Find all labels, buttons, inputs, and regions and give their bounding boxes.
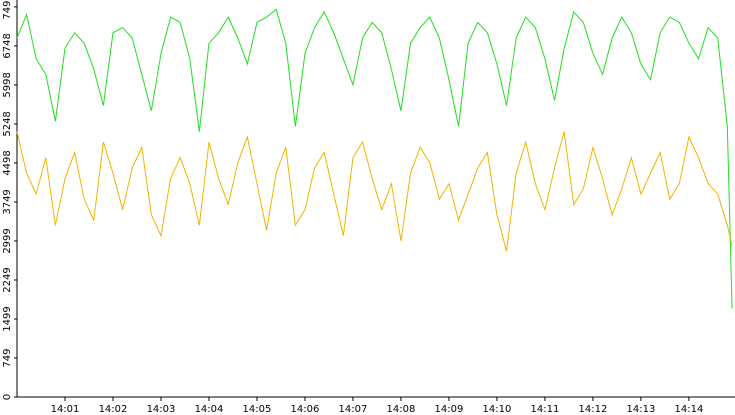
x-tick-label: 14:04 — [195, 404, 224, 415]
series-line — [16, 131, 733, 252]
y-tick-label: 5248 — [2, 111, 13, 136]
y-tick-label: 6748 — [2, 33, 13, 58]
y-tick-label: 1499 — [2, 306, 13, 331]
x-tick-label: 14:10 — [483, 404, 512, 415]
y-tick-label: 2999 — [2, 228, 13, 253]
x-tick-label: 14:01 — [51, 404, 80, 415]
y-tick-label: 0 — [2, 394, 13, 400]
y-tick-label: 2249 — [2, 267, 13, 292]
y-tick-label: 5998 — [2, 72, 13, 97]
y-tick-label: 749 — [2, 348, 13, 367]
y-tick-label: 4498 — [2, 150, 13, 175]
x-tick-label: 14:12 — [579, 404, 608, 415]
x-tick-label: 14:13 — [627, 404, 656, 415]
x-tick-label: 14:02 — [99, 404, 128, 415]
x-tick-label: 14:07 — [339, 404, 368, 415]
x-tick-label: 14:06 — [291, 404, 320, 415]
x-tick-label: 14:14 — [675, 404, 704, 415]
x-tick-label: 14:11 — [531, 404, 560, 415]
x-tick-label: 14:09 — [435, 404, 464, 415]
y-tick-label: 3749 — [2, 189, 13, 214]
x-tick-label: 14:05 — [243, 404, 272, 415]
x-tick-label: 14:08 — [387, 404, 416, 415]
y-tick-label: 7498 — [2, 0, 13, 20]
x-tick-label: 14:03 — [147, 404, 176, 415]
series-line — [16, 8, 733, 309]
